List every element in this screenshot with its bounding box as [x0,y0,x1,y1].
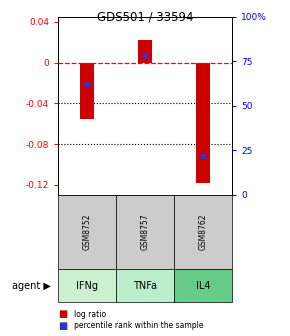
Bar [196,62,210,183]
Text: ■: ■ [58,309,67,319]
Text: GSM8752: GSM8752 [82,214,92,250]
Text: log ratio: log ratio [74,310,106,319]
Text: agent ▶: agent ▶ [12,281,50,291]
Text: ■: ■ [58,321,67,331]
Text: IFNg: IFNg [76,281,98,291]
Bar [138,40,152,62]
Text: GSM8757: GSM8757 [140,213,150,250]
Text: GSM8762: GSM8762 [198,214,208,250]
Text: IL4: IL4 [196,281,210,291]
Bar [80,62,94,119]
Text: GDS501 / 33594: GDS501 / 33594 [97,10,193,23]
Text: percentile rank within the sample: percentile rank within the sample [74,322,204,330]
Text: TNFa: TNFa [133,281,157,291]
